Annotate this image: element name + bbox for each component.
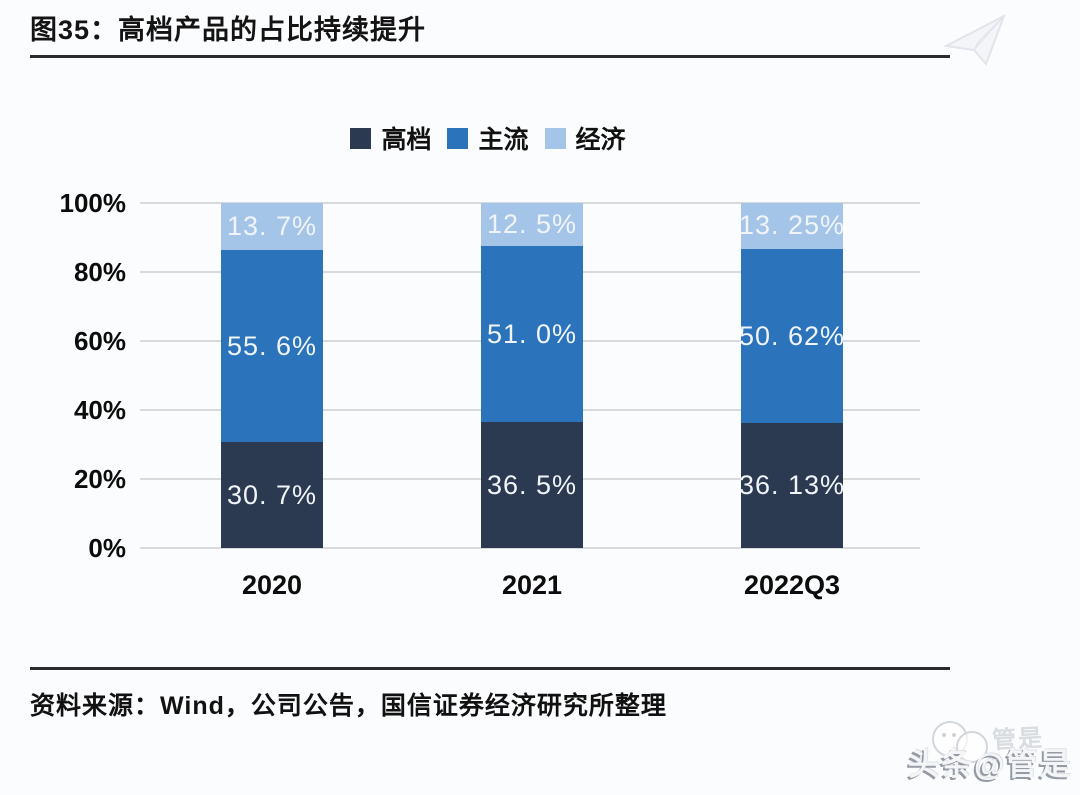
- figure-title: 图35：高档产品的占比持续提升: [30, 15, 427, 45]
- legend-label: 主流: [478, 126, 529, 154]
- x-axis-tick-label: 2020: [241, 570, 303, 600]
- bar-segment-value-label: 36. 13%: [738, 470, 846, 501]
- legend-item: 主流: [447, 120, 529, 156]
- y-axis-tick-label: 20%: [73, 464, 126, 494]
- watermark-smiley-icon: [956, 731, 988, 763]
- bar-segment-value-label: 50. 62%: [738, 320, 846, 351]
- gridline: [140, 547, 920, 549]
- gridline: [140, 202, 920, 204]
- x-axis-tick-label: 2022Q3: [743, 570, 841, 600]
- bar-segment-value-label: 13. 7%: [226, 211, 318, 242]
- bar-segment: 36. 13%: [738, 423, 846, 548]
- legend-swatch-icon: [447, 127, 469, 149]
- bar-segment-value-label: 12. 5%: [486, 209, 578, 240]
- bar-segment: 12. 5%: [481, 203, 583, 247]
- watermark: 管是 头条@管是: [880, 705, 1080, 795]
- y-axis-tick-label: 0%: [88, 533, 126, 563]
- legend-item: 高档: [350, 120, 431, 156]
- legend-item: 经济: [544, 120, 626, 156]
- bar-segment-value-label: 30. 7%: [226, 479, 318, 510]
- x-axis-tick-label: 2021: [501, 570, 563, 600]
- bar-column: 12. 5% 51. 0% 36. 5%: [481, 203, 583, 548]
- paper-plane-icon: [942, 13, 1006, 66]
- legend-swatch-icon: [350, 127, 372, 149]
- footer-divider: [30, 667, 950, 670]
- bar-segment: 13. 7%: [221, 203, 323, 251]
- bar-segment-value-label: 51. 0%: [486, 318, 578, 349]
- source-note: 资料来源：Wind，公司公告，国信证券经济研究所整理: [30, 692, 667, 720]
- y-axis-tick-label: 80%: [73, 257, 126, 287]
- legend-label: 经济: [575, 126, 626, 154]
- smiley-eye-icon: [942, 733, 946, 737]
- bar-segment: 50. 62%: [738, 248, 846, 424]
- bar-segment: 51. 0%: [481, 246, 583, 423]
- bar-column: 13. 7% 55. 6% 30. 7%: [221, 203, 323, 548]
- bar-segment-value-label: 55. 6%: [226, 330, 318, 361]
- y-axis-tick-label: 40%: [73, 395, 126, 425]
- bar-segment: 13. 25%: [738, 203, 846, 249]
- title-divider: [30, 55, 950, 58]
- y-axis-tick-label: 60%: [73, 326, 126, 356]
- watermark-text: 头条@管是: [908, 747, 1073, 782]
- bar-segment-value-label: 13. 25%: [738, 210, 846, 241]
- bar-segment: 36. 5%: [481, 422, 583, 548]
- smiley-eye-icon: [952, 733, 956, 737]
- bar-segment-value-label: 36. 5%: [486, 469, 578, 500]
- plot-area: 13. 7% 55. 6% 30. 7% 12. 5% 51. 0% 36. 5% 13. …: [140, 202, 920, 549]
- y-axis-tick-label: 100%: [59, 188, 127, 218]
- bar-segment: 30. 7%: [221, 442, 323, 548]
- bar-segment: 55. 6%: [221, 250, 323, 443]
- legend-label: 高档: [381, 126, 432, 154]
- chart-legend: 高档 主流 经济: [0, 120, 976, 156]
- legend-swatch-icon: [544, 127, 566, 149]
- bar-column: 13. 25% 50. 62% 36. 13%: [738, 203, 846, 548]
